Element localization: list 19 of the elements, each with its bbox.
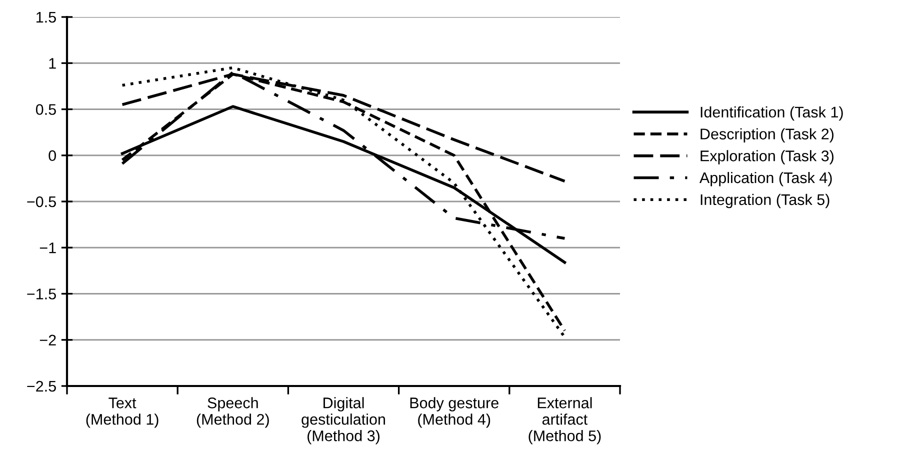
x-tick-label: Body gesture (Method 4) [410,397,498,428]
y-tick-label: −0.5 [27,196,56,208]
legend-label: Application (Task 4) [699,172,832,186]
y-tick-label: 1.5 [36,12,56,23]
legend-label: Exploration (Task 3) [700,150,834,164]
legend-label: Description (Task 2) [700,128,834,142]
legend-label: Identification (Task 1) [700,106,843,121]
y-tick-label: −2 [40,334,56,346]
x-tick-label: Text (Method 1) [86,398,158,428]
x-tick-label: Speech (Method 2) [196,397,269,428]
y-tick-label: −1.5 [27,288,56,300]
y-tick-label: −2.5 [27,380,56,392]
x-tick-label: External artifact (Method 5) [528,397,601,444]
y-tick-label: 1 [49,58,56,69]
legend-label: Integration (Task 5) [700,194,830,208]
y-tick-label: −1 [40,242,56,254]
y-tick-label: 0.5 [36,104,56,115]
y-tick-label: 0 [48,150,56,162]
x-tick-label: Digital gesticulation (Method 3) [302,397,385,444]
